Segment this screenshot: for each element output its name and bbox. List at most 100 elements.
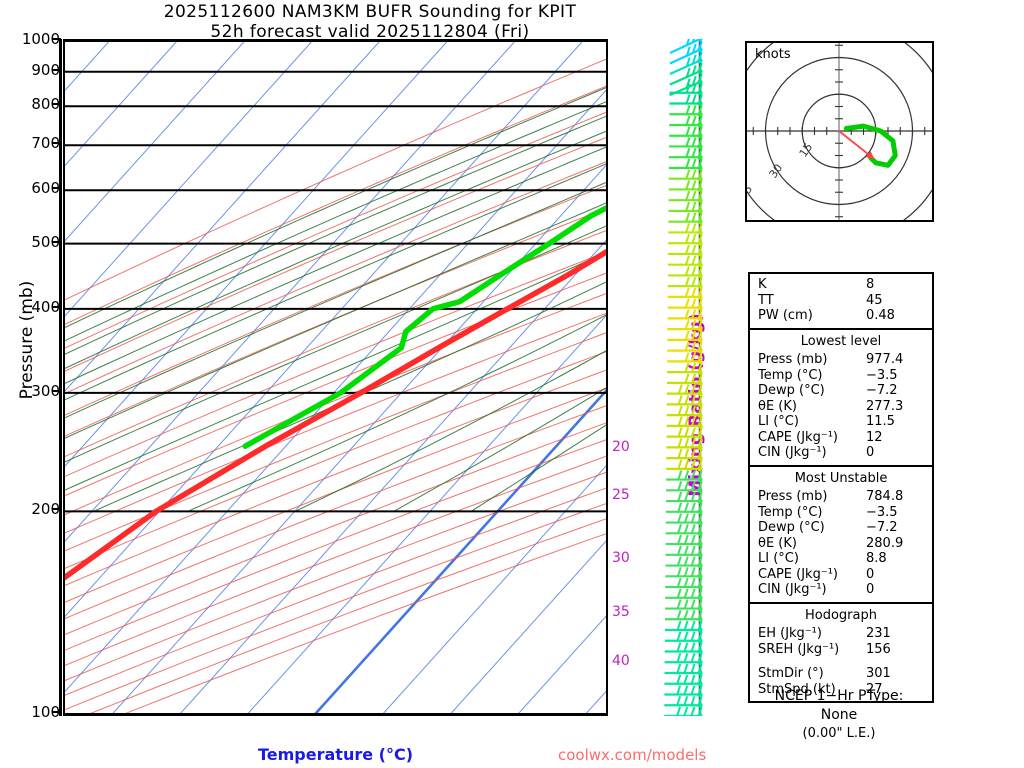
ptype-title: NCEP 1−Hr PType: (774, 688, 904, 704)
stat-value: −3.5 (866, 504, 898, 520)
stats-row: SREH (Jkg⁻¹) 156 (750, 642, 932, 658)
stat-value: 0 (866, 445, 875, 460)
stats-row: CIN (Jkg⁻¹) 0 (750, 445, 932, 461)
pressure-tick-label: 1000 (21, 30, 60, 48)
stat-value: −7.2 (866, 520, 898, 535)
stat-value: 156 (866, 641, 891, 657)
stat-key: CAPE (Jkg⁻¹) (758, 429, 838, 445)
ptype-panel: NCEP 1−Hr PType: None (0.00" L.E.) (734, 688, 944, 741)
pressure-tick-label: 100 (31, 703, 60, 721)
mixing-ratio-tick-label: 25 (612, 487, 630, 503)
section-title: Lowest level (800, 333, 882, 349)
pressure-axis: 100 200 300 400 500 600 700 800 900 1000 (0, 30, 62, 721)
stat-key: PW (cm) (758, 308, 813, 323)
stat-key: TT (758, 292, 774, 308)
page-subtitle: 52h forecast valid 2025112804 (Fri) (210, 22, 530, 42)
stat-value: 784.8 (866, 489, 904, 504)
stat-value: 45 (866, 292, 883, 308)
stat-key: SREH (Jkg⁻¹) (758, 641, 840, 657)
section-title: Most Unstable (794, 470, 888, 486)
pressure-axis-label: Pressure (mb) (17, 280, 37, 400)
stats-row: θE (K) 277.3 (750, 399, 932, 415)
sounding-stats-table: K 8 TT 45 PW (cm) 0.48 Lowest level Pres… (748, 272, 934, 703)
stat-key: StmSpd (kt) (758, 681, 836, 697)
pressure-tick-label: 700 (31, 134, 60, 153)
ptype-value: None (820, 707, 858, 723)
stat-value: 12 (866, 429, 883, 445)
stat-value: 8.8 (866, 551, 887, 566)
stat-key: Dewp (°C) (758, 520, 825, 535)
temperature-axis-label: Temperature (°C) (257, 745, 414, 764)
stats-row: StmDir (°) 301 (750, 666, 932, 682)
stat-value: 280.9 (866, 535, 904, 551)
stat-key: StmDir (°) (758, 666, 824, 681)
stat-key: Press (mb) (758, 489, 828, 504)
stat-value: −7.2 (866, 383, 898, 398)
stats-row: CAPE (Jkg⁻¹) 0 (750, 567, 932, 583)
pressure-tick (52, 68, 61, 71)
pressure-tick (52, 240, 61, 243)
stats-row: LI (°C) 8.8 (750, 551, 932, 567)
stats-row: CIN (Jkg⁻¹) 0 (750, 582, 932, 598)
stats-row: EH (Jkg⁻¹) 231 (750, 626, 932, 642)
hodograph-panel[interactable]: 15 30 45 knots (715, 7, 963, 255)
stat-value: −3.5 (866, 367, 898, 383)
pressure-tick (52, 187, 61, 190)
stats-row: Press (mb) 977.4 (750, 352, 932, 368)
stats-section-lowest-level: Lowest level Press (mb) 977.4 Temp (°C) … (750, 330, 932, 467)
pressure-tick-label: 400 (31, 297, 60, 316)
stats-row: K 8 (750, 277, 932, 293)
stats-spacer (750, 657, 932, 666)
stat-key: CIN (Jkg⁻¹) (758, 582, 827, 597)
stat-value: 301 (866, 666, 891, 681)
stat-key: EH (Jkg⁻¹) (758, 626, 822, 641)
stat-value: 0.48 (866, 308, 895, 323)
stat-value: 8 (866, 277, 875, 292)
stat-value: 0 (866, 566, 875, 582)
stats-row: Dewp (°C) −7.2 (750, 383, 932, 399)
stats-row: Dewp (°C) −7.2 (750, 520, 932, 536)
mixing-ratio-tick-label: 20 (612, 439, 630, 455)
skewt-plot[interactable]: 123468101520 (63, 39, 608, 716)
pressure-tick-label: 300 (31, 381, 60, 400)
stat-value: 277.3 (866, 398, 904, 414)
stat-key: θE (K) (758, 398, 797, 414)
stats-row: PW (cm) 0.48 (750, 308, 932, 324)
wind-barb-panel (648, 30, 716, 719)
stat-key: θE (K) (758, 535, 797, 551)
stat-value: 27 (866, 681, 883, 697)
stats-section-indices: K 8 TT 45 PW (cm) 0.48 (750, 274, 932, 330)
svg-text:45: 45 (747, 183, 755, 202)
stat-key: Dewp (°C) (758, 383, 825, 398)
stat-value: 11.5 (866, 414, 895, 429)
stat-key: Temp (°C) (758, 504, 823, 520)
pressure-tick-label: 800 (31, 95, 60, 114)
pressure-tick (52, 305, 61, 308)
stats-section-hodograph: Hodograph EH (Jkg⁻¹) 231 SREH (Jkg⁻¹) 15… (750, 604, 932, 702)
stat-key: K (758, 277, 767, 292)
stats-row: CAPE (Jkg⁻¹) 12 (750, 430, 932, 446)
stats-row: Press (mb) 784.8 (750, 489, 932, 505)
section-title: Hodograph (805, 607, 877, 623)
pressure-tick-label: 500 (31, 232, 60, 251)
mixing-ratio-tick-label: 40 (612, 653, 630, 669)
stats-row: TT 45 (750, 293, 932, 309)
stats-row: θE (K) 280.9 (750, 536, 932, 552)
hodograph-units-label: knots (755, 47, 791, 62)
pressure-tick (52, 711, 61, 713)
pressure-tick (52, 103, 61, 106)
stat-key: LI (°C) (758, 551, 799, 566)
stat-key: LI (°C) (758, 414, 799, 429)
skewt-canvas: 123468101520 (65, 41, 606, 714)
wind-barb-canvas (664, 30, 703, 719)
stat-key: CAPE (Jkg⁻¹) (758, 566, 838, 582)
stats-section-most-unstable: Most Unstable Press (mb) 784.8 Temp (°C)… (750, 467, 932, 604)
stat-key: Press (mb) (758, 352, 828, 367)
stats-row: StmSpd (kt) 27 (750, 682, 932, 698)
stat-value: 231 (866, 626, 891, 641)
stats-row: Temp (°C) −3.5 (750, 368, 932, 384)
mixing-ratio-tick-label: 30 (612, 550, 630, 566)
pressure-tick (52, 38, 61, 40)
pressure-tick-label: 200 (31, 500, 60, 519)
